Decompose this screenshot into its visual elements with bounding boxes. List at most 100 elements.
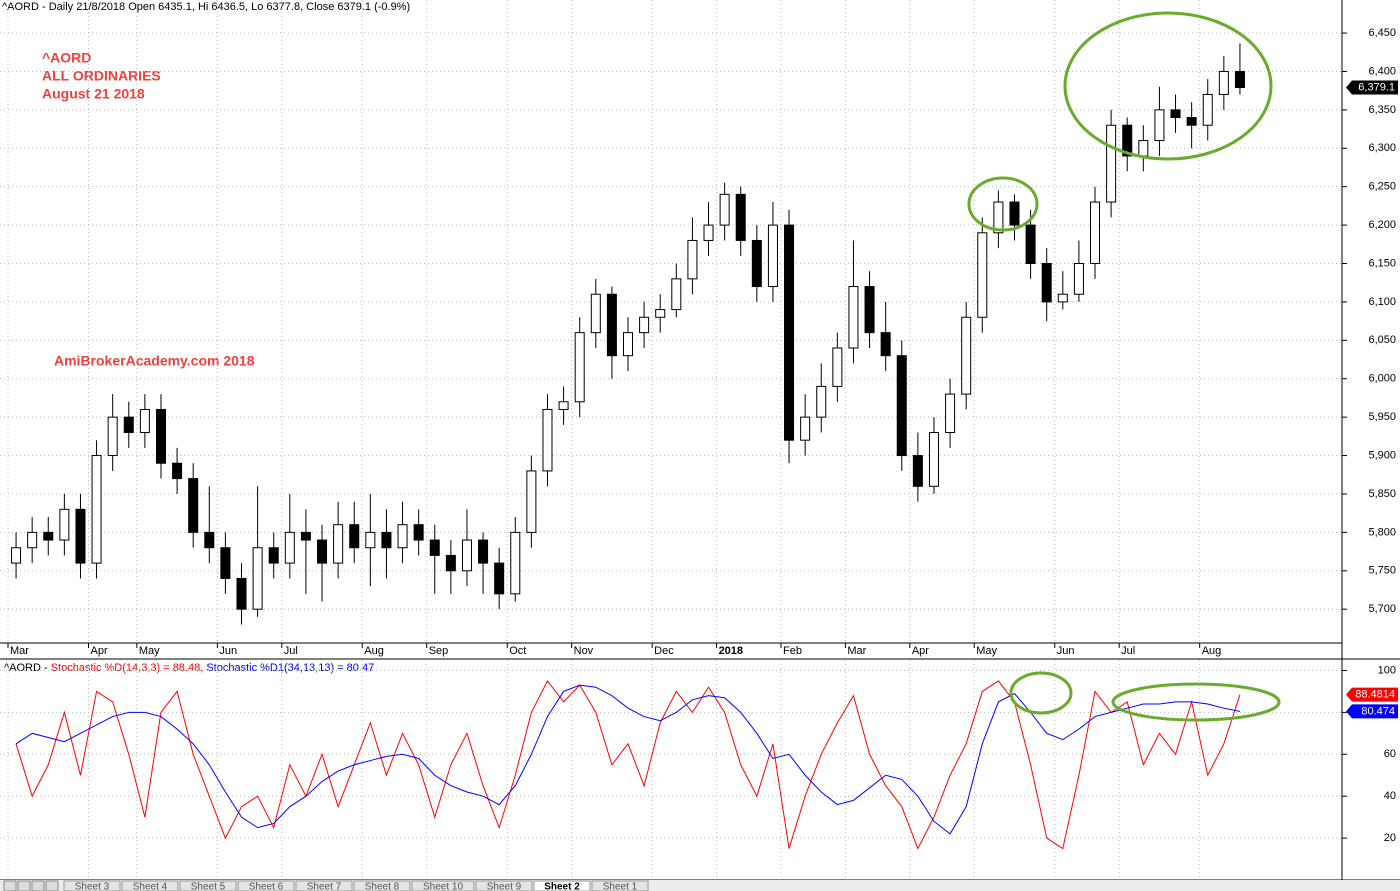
candle-body: [300, 531, 311, 541]
sheet-tab-label[interactable]: Sheet 5: [191, 882, 226, 891]
sheet-tab[interactable]: [591, 880, 649, 891]
y-tick-label: 6,000: [1368, 373, 1396, 385]
candle-body: [1106, 124, 1117, 203]
y-tick-label: 60: [1384, 748, 1396, 760]
y-tick-label: 20: [1384, 832, 1396, 844]
watermark: AmiBrokerAcademy.com 2018: [54, 353, 255, 369]
candle-body: [1090, 201, 1101, 264]
candle-body: [381, 531, 392, 549]
sheet-tab[interactable]: [475, 880, 533, 891]
sheet-tab[interactable]: [63, 880, 121, 891]
sheet-tab-label[interactable]: Sheet 9: [487, 882, 522, 891]
sheet-tab-label[interactable]: Sheet 10: [423, 882, 463, 891]
highlight-ellipse: [1009, 671, 1073, 715]
sheet-tab[interactable]: [295, 880, 353, 891]
tab-nav[interactable]: [31, 880, 45, 891]
candle-body: [880, 332, 891, 357]
tab-nav[interactable]: [3, 880, 17, 891]
candle-body: [767, 224, 778, 288]
x-tick-label: Feb: [783, 645, 802, 657]
candle-body: [1057, 293, 1068, 303]
candle-body: [284, 531, 295, 564]
candle-body: [139, 408, 150, 434]
candle-body: [703, 224, 714, 241]
x-tick-label: May: [976, 645, 997, 657]
value-tag: [1346, 687, 1398, 702]
annotation: ^AORD: [42, 50, 91, 66]
candle-body: [977, 232, 988, 318]
candle-body: [413, 524, 424, 541]
candle-body: [1025, 224, 1036, 264]
sheet-tab[interactable]: [121, 880, 179, 891]
candle-body: [1234, 70, 1245, 89]
sheet-tab-label[interactable]: Sheet 2: [544, 882, 580, 891]
candle-body: [735, 193, 746, 241]
candle-body: [832, 347, 843, 387]
y-tick-label: 5,750: [1368, 565, 1396, 577]
y-tick-label: 100: [1378, 664, 1396, 676]
value-tag: [1346, 704, 1398, 719]
candle-body: [896, 355, 907, 457]
x-tick-label: Jul: [284, 645, 298, 657]
candle-body: [1218, 70, 1229, 95]
candle-body: [655, 309, 666, 318]
sheet-tab-label[interactable]: Sheet 8: [365, 882, 400, 891]
candle-body: [1041, 262, 1052, 303]
x-tick-label: Jun: [1057, 645, 1075, 657]
candle-body: [1202, 93, 1213, 126]
x-tick-label: Aug: [364, 645, 384, 657]
y-tick-label: 6,250: [1368, 181, 1396, 193]
x-tick-label: Mar: [847, 645, 866, 657]
candle-body: [848, 286, 859, 349]
candle-body: [494, 562, 505, 595]
candle-body: [397, 524, 408, 549]
indicator-prefix: ^AORD -: [4, 662, 51, 674]
sheet-tab[interactable]: [179, 880, 237, 891]
sheet-tab-label[interactable]: Sheet 1: [603, 882, 638, 891]
candle-body: [11, 547, 22, 564]
candle-body: [961, 316, 972, 395]
y-tick-label: 6,350: [1368, 104, 1396, 116]
candle-body: [107, 416, 118, 457]
candle-body: [719, 193, 730, 226]
tab-nav[interactable]: [45, 880, 59, 891]
x-tick-label: Apr: [91, 645, 108, 657]
tab-nav[interactable]: [17, 880, 31, 891]
candle-body: [639, 316, 650, 334]
candle-body: [816, 385, 827, 418]
last-price-tag: [1346, 80, 1398, 95]
sheet-tab-label[interactable]: Sheet 7: [307, 882, 342, 891]
sheet-tab[interactable]: [411, 880, 475, 891]
value-tag-label: 80.474: [1361, 705, 1395, 717]
candle-body: [1122, 124, 1133, 157]
y-tick-label: 6,200: [1368, 219, 1396, 231]
y-tick-label: 5,800: [1368, 526, 1396, 538]
candle-body: [349, 524, 360, 549]
y-tick-label: 6,300: [1368, 142, 1396, 154]
candle-body: [606, 293, 617, 357]
candle-body: [445, 554, 456, 572]
legend-entry: Stochastic %D1(34,13,13) = 80.47: [206, 662, 374, 674]
candle-body: [429, 539, 440, 556]
sheet-tab-label[interactable]: Sheet 4: [133, 882, 168, 891]
last-price-label: 6,379.1: [1358, 81, 1395, 93]
sheet-tab[interactable]: [533, 880, 591, 891]
sheet-tab-label[interactable]: Sheet 3: [75, 882, 110, 891]
legend-entry: Stochastic %D(14,3,3) = 88.48,: [51, 662, 204, 674]
x-tick-label: Dec: [654, 645, 674, 657]
x-tick-label: Apr: [912, 645, 929, 657]
indicator-line: [15, 680, 1241, 850]
sheet-tab[interactable]: [237, 880, 295, 891]
highlight-ellipse: [967, 176, 1039, 232]
candle-body: [542, 408, 553, 472]
tab-bar: [0, 880, 1400, 891]
sheet-tabs: Sheet 3 Sheet 4 Sheet 5 Sheet 6 Sheet 7 Sheet…: [3, 880, 649, 891]
candle-body: [864, 286, 875, 334]
candle-body: [172, 462, 183, 480]
candle-body: [155, 408, 166, 464]
sheet-tab-label[interactable]: Sheet 6: [249, 882, 284, 891]
sheet-tab[interactable]: [353, 880, 411, 891]
indicator-line: [15, 684, 1241, 835]
candle-body: [59, 508, 70, 541]
candle-body: [123, 416, 134, 434]
